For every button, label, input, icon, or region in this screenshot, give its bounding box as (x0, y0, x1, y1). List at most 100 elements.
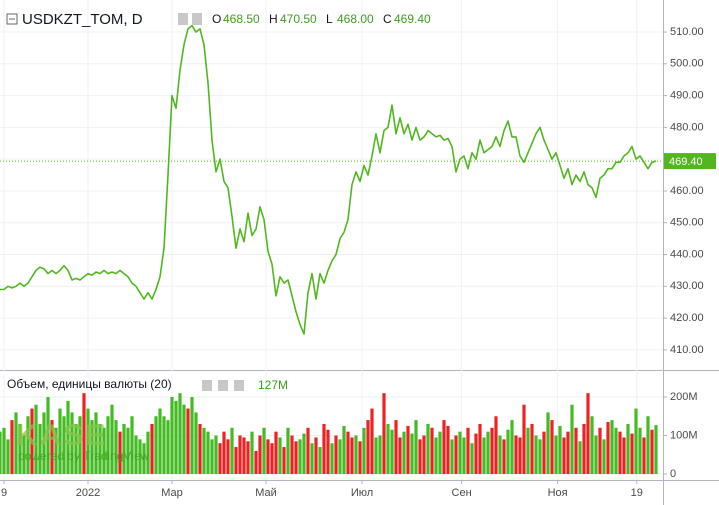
volume-bar (402, 431, 406, 474)
volume-bar (610, 420, 614, 474)
volume-bar (258, 435, 262, 474)
volume-bar (330, 443, 334, 474)
volume-bar (66, 400, 70, 474)
volume-bar (150, 423, 154, 474)
volume-bar (526, 427, 530, 474)
volume-bar (418, 439, 422, 474)
volume-bar (6, 439, 10, 474)
visibility-icon[interactable] (202, 380, 212, 391)
volume-bar (178, 393, 182, 474)
volume-bar (254, 450, 258, 474)
volume-bar (294, 441, 298, 474)
volume-bar (586, 393, 590, 474)
grid (0, 0, 663, 480)
ohlc-label: L (326, 12, 333, 26)
ohlc-label: C (383, 12, 392, 26)
marks (0, 24, 663, 474)
ohlc-label: H (269, 12, 278, 26)
volume-bar (10, 420, 14, 474)
volume-bar (26, 416, 30, 474)
collapse-icon[interactable] (6, 13, 18, 25)
close-icon[interactable] (234, 380, 244, 391)
volume-bar (574, 427, 578, 474)
volume-bar (590, 416, 594, 474)
volume-bar (122, 423, 126, 474)
ohlc-value: 469.40 (394, 12, 431, 26)
volume-bar (206, 431, 210, 474)
y-tick-label: 0 (670, 468, 676, 480)
volume-bar (38, 423, 42, 474)
visibility-icon[interactable] (178, 13, 188, 25)
volume-bar (334, 435, 338, 474)
x-tick-label: Ноя (548, 487, 568, 499)
volume-bar (78, 416, 82, 474)
volume-bar (506, 429, 510, 474)
settings-icon[interactable] (218, 380, 228, 391)
volume-bar (322, 423, 326, 474)
volume-bar (446, 425, 450, 474)
volume-bar (502, 439, 506, 474)
settings-icon[interactable] (192, 13, 202, 25)
volume-bar (630, 433, 634, 474)
volume-bar (618, 431, 622, 474)
volume-bar (434, 437, 438, 474)
volume-bar (594, 435, 598, 474)
ohlc-value: 470.50 (280, 12, 317, 26)
volume-bar (94, 412, 98, 474)
x-tick-label: 9 (1, 487, 7, 499)
volume-bar (290, 435, 294, 474)
volume-bar (14, 412, 18, 474)
volume-bar (338, 439, 342, 474)
volume-bar (406, 425, 410, 474)
volume-bar (318, 447, 322, 474)
volume-bar (458, 431, 462, 474)
volume-bar (626, 423, 630, 474)
x-tick-label: 2022 (76, 487, 100, 499)
volume-bar (414, 420, 418, 474)
volume-bar (534, 435, 538, 474)
watermark-logo: KASE (16, 419, 107, 452)
y-tick-label: 440.00 (670, 248, 704, 260)
x-tick-label: Сен (452, 487, 472, 499)
volume-bar (62, 416, 66, 474)
volume-bar (538, 439, 542, 474)
volume-bar (126, 427, 130, 474)
volume-bar (42, 412, 46, 474)
volume-bar (58, 408, 62, 474)
volume-bar (346, 431, 350, 474)
volume-bar (302, 433, 306, 474)
volume-bar (30, 408, 34, 474)
volume-header: Объем, единицы валюты (20) 127M (7, 377, 288, 392)
volume-bar (202, 427, 206, 474)
volume-bar (454, 435, 458, 474)
volume-bar (214, 435, 218, 474)
last-price-label: 469.40 (669, 156, 703, 168)
volume-bar (614, 427, 618, 474)
volume-bar (374, 437, 378, 474)
volume-bar (194, 412, 198, 474)
volume-bar (22, 435, 26, 474)
volume-bar (286, 427, 290, 474)
volume-bar (46, 397, 50, 474)
volume-bar (398, 437, 402, 474)
volume-bar (490, 427, 494, 474)
volume-bar (170, 397, 174, 474)
volume-bar (314, 437, 318, 474)
x-tick-label: 19 (631, 487, 643, 499)
volume-bar (54, 427, 58, 474)
volume-bar (598, 427, 602, 474)
x-tick-label: Май (255, 487, 277, 499)
volume-bar (558, 425, 562, 474)
volume-bar (622, 437, 626, 474)
volume-bar (470, 443, 474, 474)
volume-bar (274, 431, 278, 474)
volume-bar (542, 431, 546, 474)
volume-bar (234, 447, 238, 474)
y-tick-label: 200M (670, 391, 698, 403)
volume-bar (262, 427, 266, 474)
volume-bar (162, 416, 166, 474)
volume-bar (354, 435, 358, 474)
volume-bar (390, 429, 394, 474)
